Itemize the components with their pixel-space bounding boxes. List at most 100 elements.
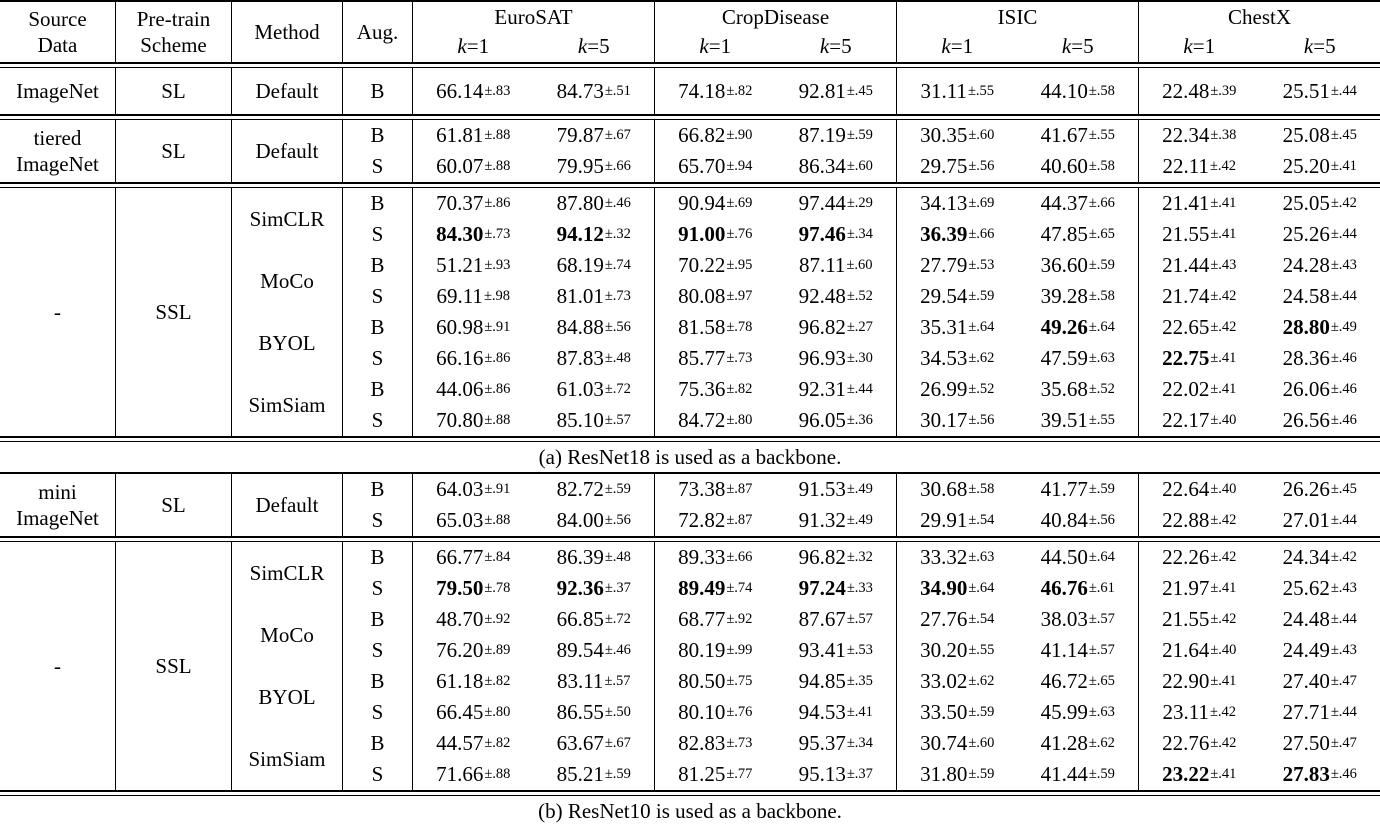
pretrain-scheme-cell: SL — [116, 120, 232, 182]
value-cell: 33.32±.63 — [897, 542, 1018, 573]
metric-value: 21.64 — [1162, 638, 1209, 663]
metric-error: ±.59 — [605, 481, 631, 498]
metric-value: 81.25 — [678, 762, 725, 787]
metric-error: ±.42 — [1210, 735, 1236, 752]
k-label: k=1 — [1183, 34, 1215, 58]
metric-value: 70.80 — [436, 408, 483, 433]
value-cell: 87.67±.57 — [776, 604, 897, 635]
metric-error: ±.59 — [847, 127, 873, 144]
metric-value: 28.80 — [1283, 315, 1330, 340]
value-cell: 82.72±.59 — [534, 474, 655, 505]
metric-error: ±.99 — [726, 642, 752, 659]
metric-value: 86.39 — [557, 545, 604, 570]
metric-value: 84.88 — [557, 315, 604, 340]
metric-error: ±.62 — [968, 673, 994, 690]
metric-value: 92.48 — [799, 284, 846, 309]
metric-value: 82.83 — [678, 731, 725, 756]
value-cell: 65.03±.88 — [413, 505, 534, 536]
value-cell: 25.26±.44 — [1260, 219, 1380, 250]
value-cell: 80.50±.75 — [655, 666, 776, 697]
value-cell: 21.74±.42 — [1139, 281, 1260, 312]
value-cell: 93.41±.53 — [776, 635, 897, 666]
metric-error: ±.56 — [605, 512, 631, 529]
metric-value: 89.54 — [557, 638, 604, 663]
metric-value: 27.01 — [1283, 508, 1330, 533]
value-cell: 27.71±.44 — [1260, 697, 1380, 728]
value-cell: 79.95±.66 — [534, 151, 655, 182]
value-cell: 23.11±.42 — [1139, 697, 1260, 728]
method-cell: SimCLR — [232, 542, 343, 604]
metric-value: 25.05 — [1283, 191, 1330, 216]
metric-error: ±.57 — [604, 673, 630, 690]
value-cell: 25.20±.41 — [1260, 151, 1380, 182]
value-cell: 24.28±.43 — [1260, 250, 1380, 281]
metric-value: 87.83 — [557, 346, 604, 371]
value-cell: 66.77±.84 — [413, 542, 534, 573]
value-cell: 89.54±.46 — [534, 635, 655, 666]
header-source-data: Source Data — [0, 2, 116, 62]
method-cell: BYOL — [232, 666, 343, 728]
value-cell: 22.88±.42 — [1139, 505, 1260, 536]
value-cell: 84.88±.56 — [534, 312, 655, 343]
metric-value: 30.17 — [920, 408, 967, 433]
metric-value: 51.21 — [436, 253, 483, 278]
metric-value: 90.94 — [678, 191, 725, 216]
metric-value: 49.26 — [1041, 315, 1088, 340]
metric-error: ±.73 — [605, 288, 631, 305]
value-cell: 31.80±.59 — [897, 759, 1018, 790]
aug-cell: S — [343, 759, 413, 790]
header-aug: Aug. — [343, 2, 413, 62]
metric-value: 27.79 — [920, 253, 967, 278]
metric-value: 21.41 — [1162, 191, 1209, 216]
metric-value: 79.87 — [557, 123, 604, 148]
value-cell: 86.55±.50 — [534, 697, 655, 728]
source-data-cell: tiered ImageNet — [0, 120, 116, 182]
metric-value: 94.53 — [799, 700, 846, 725]
value-cell: 86.39±.48 — [534, 542, 655, 573]
value-cell: 29.75±.56 — [897, 151, 1018, 182]
value-cell: 44.06±.86 — [413, 374, 534, 405]
metric-error: ±.73 — [726, 350, 752, 367]
method-cell: MoCo — [232, 604, 343, 666]
metric-error: ±.63 — [968, 549, 994, 566]
metric-error: ±.41 — [1210, 673, 1236, 690]
metric-value: 74.18 — [678, 79, 725, 104]
metric-value: 27.83 — [1283, 762, 1330, 787]
metric-error: ±.64 — [1089, 549, 1115, 566]
value-cell: 26.06±.46 — [1260, 374, 1380, 405]
aug-cell: S — [343, 281, 413, 312]
metric-value: 41.28 — [1041, 731, 1088, 756]
value-cell: 97.46±.34 — [776, 219, 897, 250]
metric-error: ±.49 — [1331, 319, 1357, 336]
value-cell: 89.49±.74 — [655, 573, 776, 604]
value-cell: 30.20±.55 — [897, 635, 1018, 666]
aug-cell: B — [343, 120, 413, 151]
metric-value: 61.18 — [436, 669, 483, 694]
metric-error: ±.59 — [1089, 481, 1115, 498]
value-cell: 80.08±.97 — [655, 281, 776, 312]
aug-cell: S — [343, 635, 413, 666]
metric-value: 25.08 — [1283, 123, 1330, 148]
